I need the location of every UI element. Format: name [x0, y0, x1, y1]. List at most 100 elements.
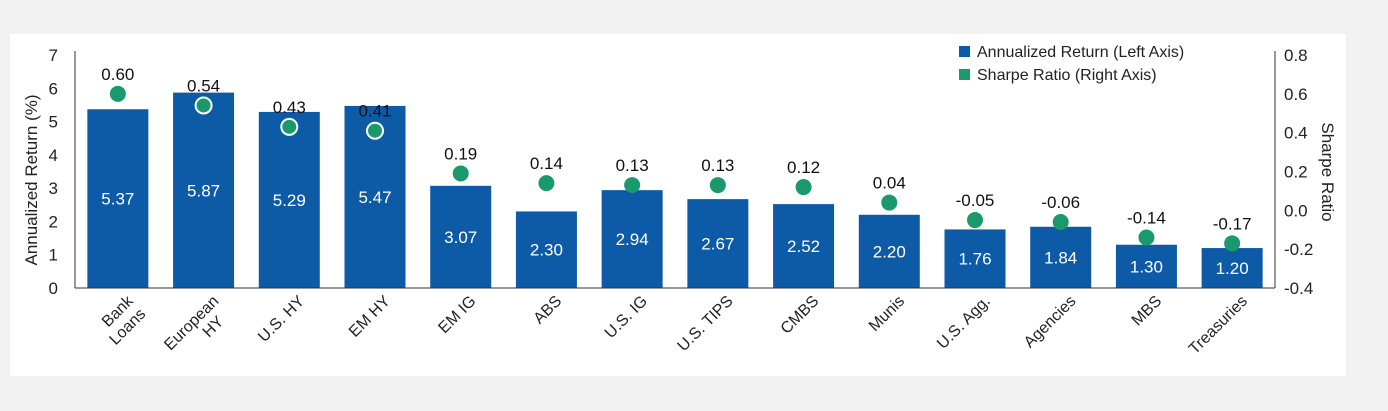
sharpe-value-label: 0.41	[358, 102, 391, 121]
bar	[173, 92, 235, 288]
sharpe-point	[1138, 229, 1155, 246]
sharpe-point	[881, 194, 898, 211]
category-label-line: ABS	[531, 293, 566, 328]
left-axis: 0 1 2 3 4 5 6 7	[49, 46, 76, 298]
sharpe-point	[280, 117, 299, 136]
y2-tick-label: 0.0	[1284, 201, 1308, 220]
sharpe-value-label: -0.06	[1041, 193, 1080, 212]
bar	[773, 204, 835, 288]
bar	[1115, 244, 1177, 288]
category-label: EuropeanHY	[161, 293, 235, 367]
y2-tick-label: -0.4	[1284, 279, 1313, 298]
category-label-line: EM HY	[346, 293, 394, 341]
bar-value-label: 5.29	[273, 191, 306, 210]
bar-value-label: 2.30	[530, 241, 563, 260]
sharpe-value-label: 0.12	[787, 158, 820, 177]
sharpe-value-label: -0.14	[1127, 209, 1166, 228]
category-label-line: MBS	[1129, 293, 1166, 330]
legend-swatch-return	[959, 46, 970, 57]
category-label: BankLoans	[94, 292, 150, 348]
sharpe-value-label: -0.17	[1213, 214, 1252, 233]
bar	[515, 211, 577, 288]
sharpe-point	[624, 177, 641, 194]
sharpe-point	[109, 85, 126, 102]
y-tick-label: 0	[49, 279, 58, 298]
sharpe-point	[709, 177, 726, 194]
y2-tick-label: 0.4	[1284, 124, 1308, 143]
y-tick-label: 7	[49, 46, 58, 65]
sharpe-value-label: 0.14	[530, 154, 563, 173]
legend: Annualized Return (Left Axis) Sharpe Rat…	[959, 44, 1184, 84]
sharpe-point	[366, 121, 384, 140]
category-label: EM IG	[435, 293, 479, 337]
category-label: U.S. IG	[602, 293, 651, 342]
category-label-line: CMBS	[778, 293, 823, 338]
sharpe-point	[795, 179, 812, 196]
category-label-line: EM IG	[435, 293, 479, 337]
bar-value-label: 1.84	[1044, 248, 1077, 267]
category-label-line: U.S. IG	[602, 293, 651, 342]
category-label-line: Munis	[866, 293, 908, 335]
bar-value-label: 5.47	[358, 188, 391, 207]
category-label: U.S. TIPS	[675, 293, 737, 355]
sharpe-point	[194, 96, 213, 115]
y2-tick-label: -0.2	[1284, 240, 1313, 259]
y-axis-title: Annualized Return (%)	[22, 94, 41, 265]
bar-value-label: 2.52	[787, 237, 820, 256]
sharpe-point	[452, 165, 469, 182]
sharpe-value-label: 0.54	[187, 76, 220, 95]
bar-value-label: 3.07	[444, 228, 477, 247]
y2-axis-title: Sharpe Ratio	[1318, 122, 1337, 221]
bar-value-label: 5.87	[187, 181, 220, 200]
category-labels: BankLoans EuropeanHY U.S. HY EM HY EM IG ABS U…	[94, 292, 1251, 367]
y2-tick-label: 0.2	[1284, 163, 1308, 182]
category-label-line: U.S. Agg.	[934, 293, 994, 353]
bar-value-label: 2.94	[616, 230, 649, 249]
bar	[687, 199, 749, 288]
sharpe-points-group: 0.60 0.54 0.43 0.41 0.19 0.14 0.13 0.13 0.12 0.04…	[101, 65, 1252, 252]
sharpe-value-label: 0.19	[444, 144, 477, 163]
bar-value-label: 2.67	[701, 235, 734, 254]
chart-svg: 0 1 2 3 4 5 6 7 -0.4 -0.2 0.0 0.2 0.4 0.6 0.8 5.37 5.8…	[22, 44, 1337, 367]
y-tick-label: 5	[49, 113, 58, 132]
y-tick-label: 3	[49, 179, 58, 198]
sharpe-value-label: 0.13	[616, 156, 649, 175]
y-tick-label: 2	[49, 212, 58, 231]
category-label: Treasuries	[1186, 293, 1251, 358]
category-label-line: U.S. TIPS	[675, 293, 737, 355]
y2-tick-label: 0.8	[1284, 46, 1308, 65]
sharpe-value-label: 0.04	[873, 174, 906, 193]
category-label: U.S. HY	[255, 293, 308, 346]
sharpe-value-label: 0.13	[701, 156, 734, 175]
sharpe-point	[538, 175, 555, 192]
bar	[944, 229, 1006, 288]
chart-card: 0 1 2 3 4 5 6 7 -0.4 -0.2 0.0 0.2 0.4 0.6 0.8 5.37 5.8…	[10, 34, 1346, 376]
category-label: EM HY	[346, 293, 394, 341]
bar	[1030, 226, 1092, 288]
category-label-line: U.S. HY	[255, 293, 308, 346]
category-label: ABS	[531, 293, 566, 328]
y-tick-label: 4	[49, 146, 58, 165]
bar	[258, 111, 320, 288]
category-label-line: Treasuries	[1186, 293, 1251, 358]
bar-value-label: 2.20	[873, 242, 906, 261]
bar-value-label: 1.30	[1130, 257, 1163, 276]
sharpe-value-label: -0.05	[956, 191, 995, 210]
bar-value-label: 1.76	[958, 250, 991, 269]
bar	[601, 190, 663, 288]
sharpe-value-label: 0.60	[101, 65, 134, 84]
sharpe-value-label: 0.43	[273, 98, 306, 117]
y2-tick-label: 0.6	[1284, 85, 1308, 104]
sharpe-point	[1224, 235, 1241, 252]
right-axis: -0.4 -0.2 0.0 0.2 0.4 0.6 0.8	[1274, 46, 1313, 298]
bar	[87, 109, 149, 289]
legend-label-sharpe: Sharpe Ratio (Right Axis)	[977, 67, 1157, 84]
category-label: CMBS	[778, 293, 823, 338]
legend-swatch-sharpe	[959, 69, 970, 80]
sharpe-point	[1052, 213, 1069, 230]
category-label-line: Agencies	[1021, 293, 1080, 352]
category-label: Agencies	[1021, 293, 1080, 352]
bar-value-label: 5.37	[101, 190, 134, 209]
category-label: Munis	[866, 293, 908, 335]
bar	[858, 214, 920, 288]
